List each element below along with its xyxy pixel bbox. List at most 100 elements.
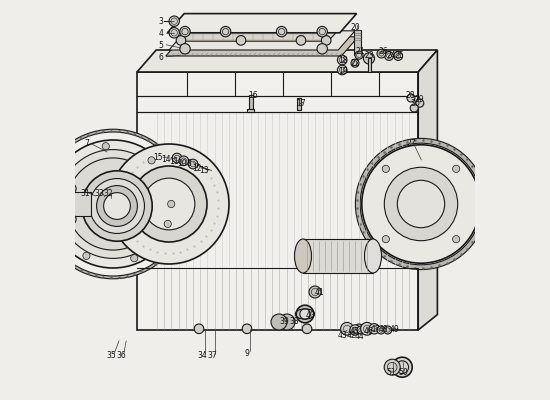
Circle shape (340, 322, 354, 335)
Text: 22: 22 (350, 60, 360, 68)
Circle shape (82, 171, 152, 241)
Text: 43: 43 (337, 331, 347, 340)
Text: 9: 9 (245, 350, 250, 358)
Text: 26: 26 (378, 47, 388, 56)
Text: 28: 28 (405, 91, 415, 100)
Bar (247, 109, 254, 112)
Text: 37: 37 (207, 352, 217, 360)
Circle shape (180, 26, 190, 37)
Circle shape (83, 252, 90, 260)
Circle shape (350, 325, 360, 335)
Circle shape (382, 165, 389, 172)
Circle shape (221, 26, 231, 37)
Circle shape (355, 138, 487, 270)
Circle shape (361, 322, 373, 335)
Circle shape (360, 143, 482, 265)
Bar (56, 192, 91, 216)
Circle shape (397, 180, 445, 228)
Circle shape (143, 178, 195, 230)
Circle shape (97, 186, 138, 226)
Text: 8: 8 (186, 160, 191, 168)
Text: 44: 44 (355, 332, 365, 341)
Circle shape (180, 44, 190, 54)
Circle shape (169, 28, 179, 38)
Circle shape (362, 145, 480, 263)
Circle shape (59, 150, 167, 258)
Bar (298, 98, 301, 110)
Circle shape (337, 65, 347, 75)
Circle shape (357, 326, 365, 334)
Text: 34: 34 (197, 352, 207, 360)
Text: 12: 12 (192, 164, 202, 173)
Text: 13: 13 (199, 166, 208, 174)
Circle shape (242, 324, 252, 334)
Bar (249, 95, 254, 110)
Text: 50: 50 (398, 368, 408, 377)
Text: 25: 25 (394, 51, 404, 60)
Circle shape (453, 236, 460, 243)
Polygon shape (137, 50, 437, 72)
Text: 11: 11 (169, 158, 179, 166)
Text: 16: 16 (248, 91, 258, 100)
Text: 4: 4 (158, 30, 163, 38)
Ellipse shape (365, 239, 382, 273)
Text: 49: 49 (389, 326, 399, 334)
Circle shape (337, 55, 347, 65)
Circle shape (48, 195, 66, 213)
Circle shape (65, 184, 76, 194)
Circle shape (416, 99, 424, 107)
Polygon shape (418, 50, 437, 330)
Circle shape (279, 314, 295, 330)
Circle shape (271, 314, 287, 330)
Circle shape (109, 144, 229, 264)
Text: 45: 45 (349, 328, 359, 336)
Text: 6: 6 (158, 54, 163, 62)
Text: 15: 15 (153, 154, 163, 162)
Text: eurospare: eurospare (163, 150, 290, 170)
Ellipse shape (294, 239, 311, 273)
Circle shape (354, 324, 364, 334)
Circle shape (169, 16, 179, 26)
Circle shape (369, 324, 379, 334)
Circle shape (317, 44, 327, 54)
Text: 27: 27 (406, 140, 416, 148)
Text: 42: 42 (346, 331, 356, 340)
Circle shape (38, 129, 188, 279)
Circle shape (53, 215, 60, 222)
Bar (354, 30, 361, 55)
Bar (193, 161, 197, 167)
Text: 35: 35 (106, 352, 116, 360)
Polygon shape (179, 25, 343, 41)
Text: 10: 10 (178, 160, 187, 168)
Circle shape (179, 156, 189, 166)
Circle shape (296, 305, 314, 323)
Text: 38: 38 (289, 318, 299, 326)
Circle shape (317, 26, 327, 37)
Circle shape (172, 153, 182, 163)
Circle shape (394, 52, 403, 60)
Text: 14: 14 (161, 156, 171, 164)
Text: 40: 40 (305, 312, 315, 320)
Circle shape (148, 157, 155, 164)
Circle shape (384, 52, 393, 60)
Text: 31: 31 (80, 190, 90, 198)
Circle shape (384, 167, 458, 241)
Circle shape (90, 178, 145, 234)
Circle shape (65, 214, 76, 224)
Circle shape (236, 36, 246, 45)
Text: 19: 19 (338, 68, 348, 76)
Text: 21: 21 (356, 48, 365, 56)
Circle shape (131, 166, 207, 242)
Text: 17: 17 (296, 100, 306, 108)
Circle shape (364, 53, 375, 64)
Bar (368, 58, 371, 72)
Text: 23: 23 (364, 52, 374, 60)
Polygon shape (167, 14, 356, 33)
Text: 3: 3 (158, 18, 163, 26)
Circle shape (384, 359, 400, 375)
Circle shape (103, 193, 130, 219)
Text: 33: 33 (94, 190, 104, 198)
Circle shape (300, 309, 310, 319)
Circle shape (61, 168, 69, 175)
Text: 7: 7 (85, 140, 90, 148)
